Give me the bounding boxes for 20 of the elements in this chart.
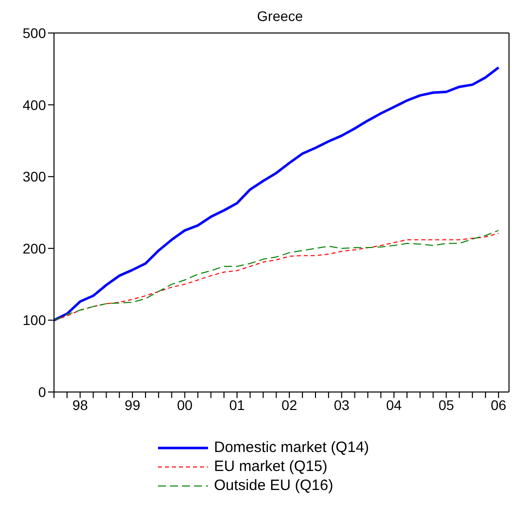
legend-label: Outside EU (Q16) — [214, 477, 334, 494]
chart-title: Greece — [256, 8, 304, 26]
x-tick-label: 99 — [124, 396, 140, 413]
y-tick-label: 200 — [22, 240, 46, 256]
y-tick-label: 0 — [38, 384, 46, 400]
x-tick-label: 00 — [176, 396, 193, 413]
legend-label: EU market (Q15) — [214, 458, 328, 475]
y-tick-label: 300 — [22, 168, 46, 185]
y-tick-label: 500 — [22, 24, 46, 41]
y-tick-label: 100 — [22, 312, 46, 328]
legend-label: Domestic market (Q14) — [214, 439, 370, 456]
x-tick-label: 04 — [386, 396, 402, 413]
x-tick-label: 06 — [490, 396, 507, 413]
x-tick-label: 03 — [334, 396, 350, 413]
x-tick-label: 05 — [438, 396, 454, 413]
x-tick-label: 02 — [282, 396, 298, 413]
x-tick-label: 98 — [72, 396, 88, 413]
line-series — [54, 66, 500, 322]
x-tick-label: 01 — [229, 396, 246, 413]
y-tick-label: 400 — [22, 96, 46, 113]
